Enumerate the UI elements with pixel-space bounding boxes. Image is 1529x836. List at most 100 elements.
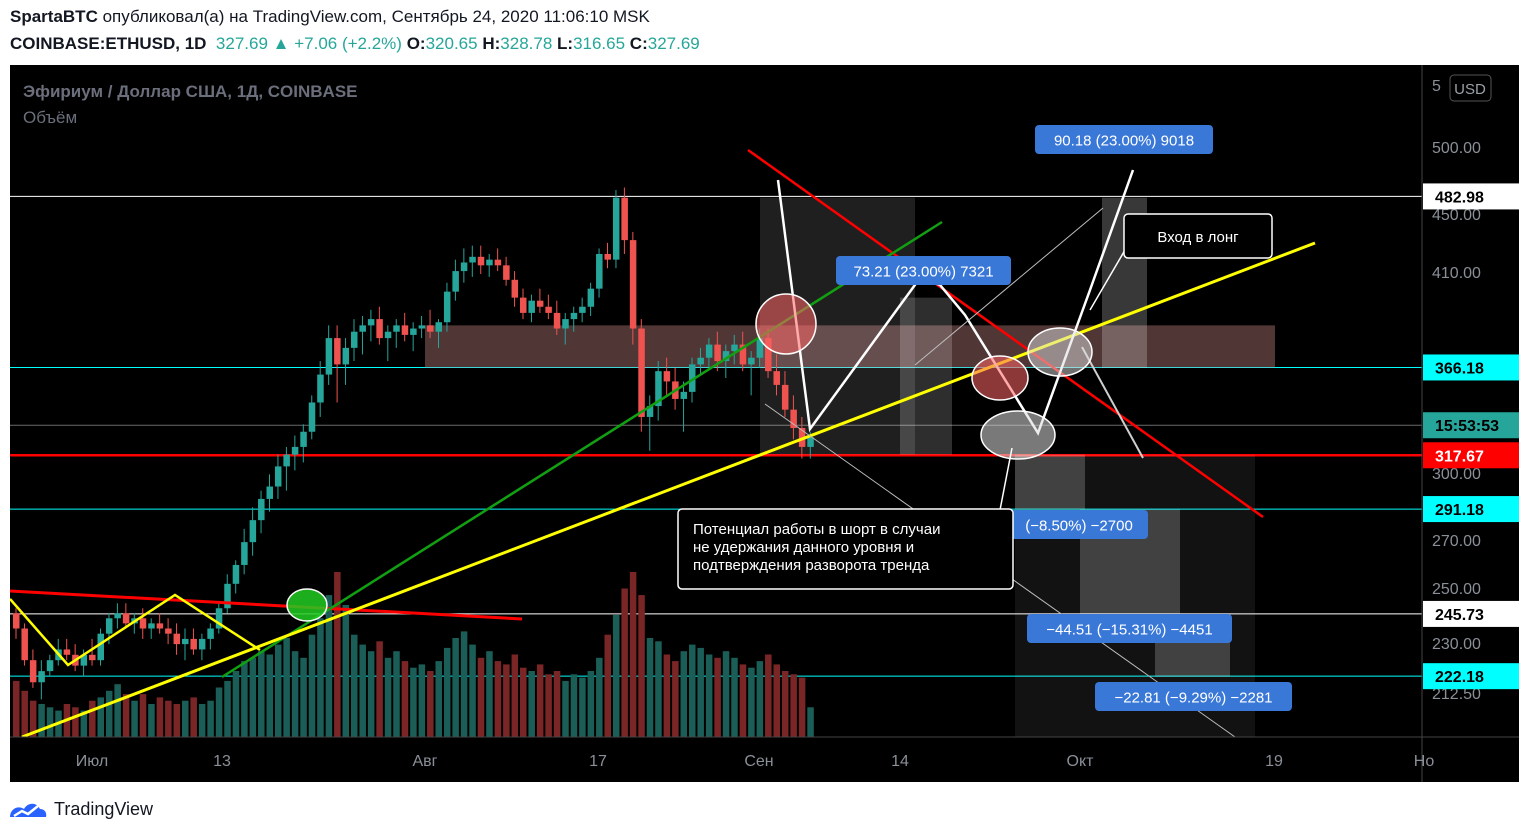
candle	[97, 628, 104, 666]
candle	[165, 618, 172, 645]
volume-bar	[122, 694, 130, 737]
candle	[207, 623, 214, 650]
candle-body	[38, 671, 45, 683]
candle	[139, 608, 147, 639]
volume-title: Объём	[23, 108, 77, 127]
volume-bar	[291, 651, 299, 737]
open-label: O:	[406, 34, 426, 53]
volume-bar	[545, 674, 552, 737]
candle	[215, 603, 223, 634]
candle	[89, 638, 96, 666]
volume-bar	[748, 667, 755, 737]
volume-bar	[621, 588, 628, 737]
candle-body	[300, 431, 307, 447]
x-tick-label: Авг	[412, 753, 437, 770]
yellow-pattern-line	[9, 593, 261, 667]
volume-bar	[13, 680, 20, 737]
candle-body	[21, 628, 28, 661]
candle-body	[393, 325, 400, 332]
chart-canvas[interactable]: 90.18 (23.00%) 9018 73.21 (23.00%) 7321 (−…	[9, 65, 1519, 782]
price-label-text: 15:53:53	[1435, 418, 1499, 435]
price-label-box	[1423, 354, 1519, 381]
callout-pointer	[1089, 249, 1126, 311]
volume-bar	[739, 664, 747, 737]
candle	[520, 288, 527, 320]
close-label: C:	[629, 34, 648, 53]
y-tick-label: 410.00	[1432, 265, 1481, 282]
candle-body	[63, 649, 71, 655]
resistance-zone	[425, 325, 1275, 368]
volume-bar	[359, 644, 366, 737]
candle-body	[587, 288, 595, 307]
candle	[274, 454, 282, 499]
price-label-text: 291.18	[1435, 502, 1484, 519]
candle-body	[443, 291, 451, 323]
volume-bar	[342, 605, 350, 737]
volume-bar	[207, 700, 214, 737]
y-tick-label: 230.00	[1432, 636, 1481, 653]
label-box	[836, 256, 1011, 285]
candle	[722, 344, 730, 378]
candle-body	[722, 351, 730, 362]
candle-body	[274, 466, 282, 487]
volume-bar	[232, 671, 240, 737]
volume-bar	[765, 654, 772, 737]
candle	[410, 322, 417, 352]
candle	[781, 371, 789, 417]
yellow-trendline	[21, 241, 1316, 739]
candle	[587, 282, 595, 316]
volume-bar	[435, 661, 442, 737]
tradingview-branding[interactable]: TradingView	[8, 796, 153, 822]
measure-label: −44.51 (−15.31%) −4451	[1027, 614, 1232, 643]
candle-body	[80, 654, 88, 666]
candle-body	[266, 486, 273, 499]
volume-bar	[494, 661, 502, 737]
candle	[562, 312, 569, 345]
label-text: Вход в лонг	[1157, 229, 1239, 246]
callout-pointer	[999, 447, 1013, 511]
volume-bar	[131, 700, 138, 737]
candle	[198, 633, 206, 661]
volume-bar	[97, 697, 104, 737]
axes: 5 500.00 450.00 410.00 300.00 270.00 250.00 230…	[10, 65, 1519, 782]
currency-button[interactable]: USD	[1449, 74, 1492, 102]
published-text: опубликовал(а) на TradingView.com, Сентя…	[102, 7, 650, 26]
candle	[232, 560, 240, 594]
measure-box	[1015, 454, 1085, 510]
candle-body	[291, 446, 299, 455]
measure-diagonal	[914, 207, 1104, 366]
volume-bar	[756, 661, 764, 737]
price-label-text: 222.18	[1435, 669, 1484, 686]
candle	[182, 628, 189, 661]
price-chart[interactable]: 90.18 (23.00%) 9018 73.21 (23.00%) 7321 (−…	[9, 65, 1519, 782]
currency-button-label[interactable]: USD	[1454, 81, 1486, 98]
symbol-name: COINBASE:ETHUSD, 1D	[10, 34, 207, 53]
candle-body	[765, 338, 772, 372]
candle	[334, 325, 341, 403]
volume-bar	[714, 657, 721, 737]
volume-bar	[486, 651, 493, 737]
volume-bar	[173, 704, 181, 737]
volume-bar	[190, 697, 197, 737]
volume-bar	[351, 634, 358, 737]
candle	[156, 613, 164, 634]
candle	[376, 306, 383, 345]
volume-bar	[604, 634, 611, 737]
candle	[435, 319, 442, 348]
measure-label: 90.18 (23.00%) 9018	[1035, 125, 1213, 154]
candle-body	[342, 347, 350, 365]
candle-body	[427, 325, 434, 332]
label-text: не удержания данного уровня и	[693, 539, 914, 556]
candle-body	[308, 402, 316, 432]
candle-body	[410, 328, 417, 335]
volume-bar	[629, 572, 637, 737]
author-name[interactable]: SpartaBTC	[10, 7, 98, 26]
candle-body	[325, 338, 333, 375]
volume-bar	[689, 644, 696, 737]
candle-body	[258, 498, 265, 521]
branding-label[interactable]: TradingView	[54, 798, 154, 819]
candle-body	[697, 357, 704, 365]
candle-body	[604, 254, 611, 260]
volume-bar	[72, 707, 79, 737]
candle-body	[731, 344, 738, 352]
